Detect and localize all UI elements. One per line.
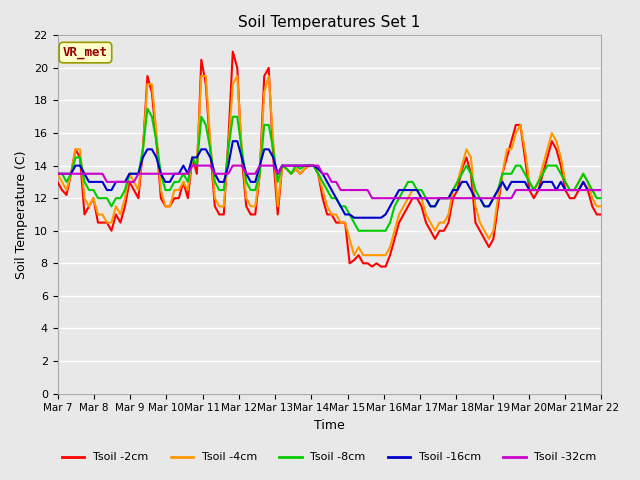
X-axis label: Time: Time xyxy=(314,419,345,432)
Title: Soil Temperatures Set 1: Soil Temperatures Set 1 xyxy=(238,15,420,30)
Text: VR_met: VR_met xyxy=(63,46,108,59)
Legend: Tsoil -2cm, Tsoil -4cm, Tsoil -8cm, Tsoil -16cm, Tsoil -32cm: Tsoil -2cm, Tsoil -4cm, Tsoil -8cm, Tsoi… xyxy=(58,448,601,467)
Y-axis label: Soil Temperature (C): Soil Temperature (C) xyxy=(15,150,28,279)
